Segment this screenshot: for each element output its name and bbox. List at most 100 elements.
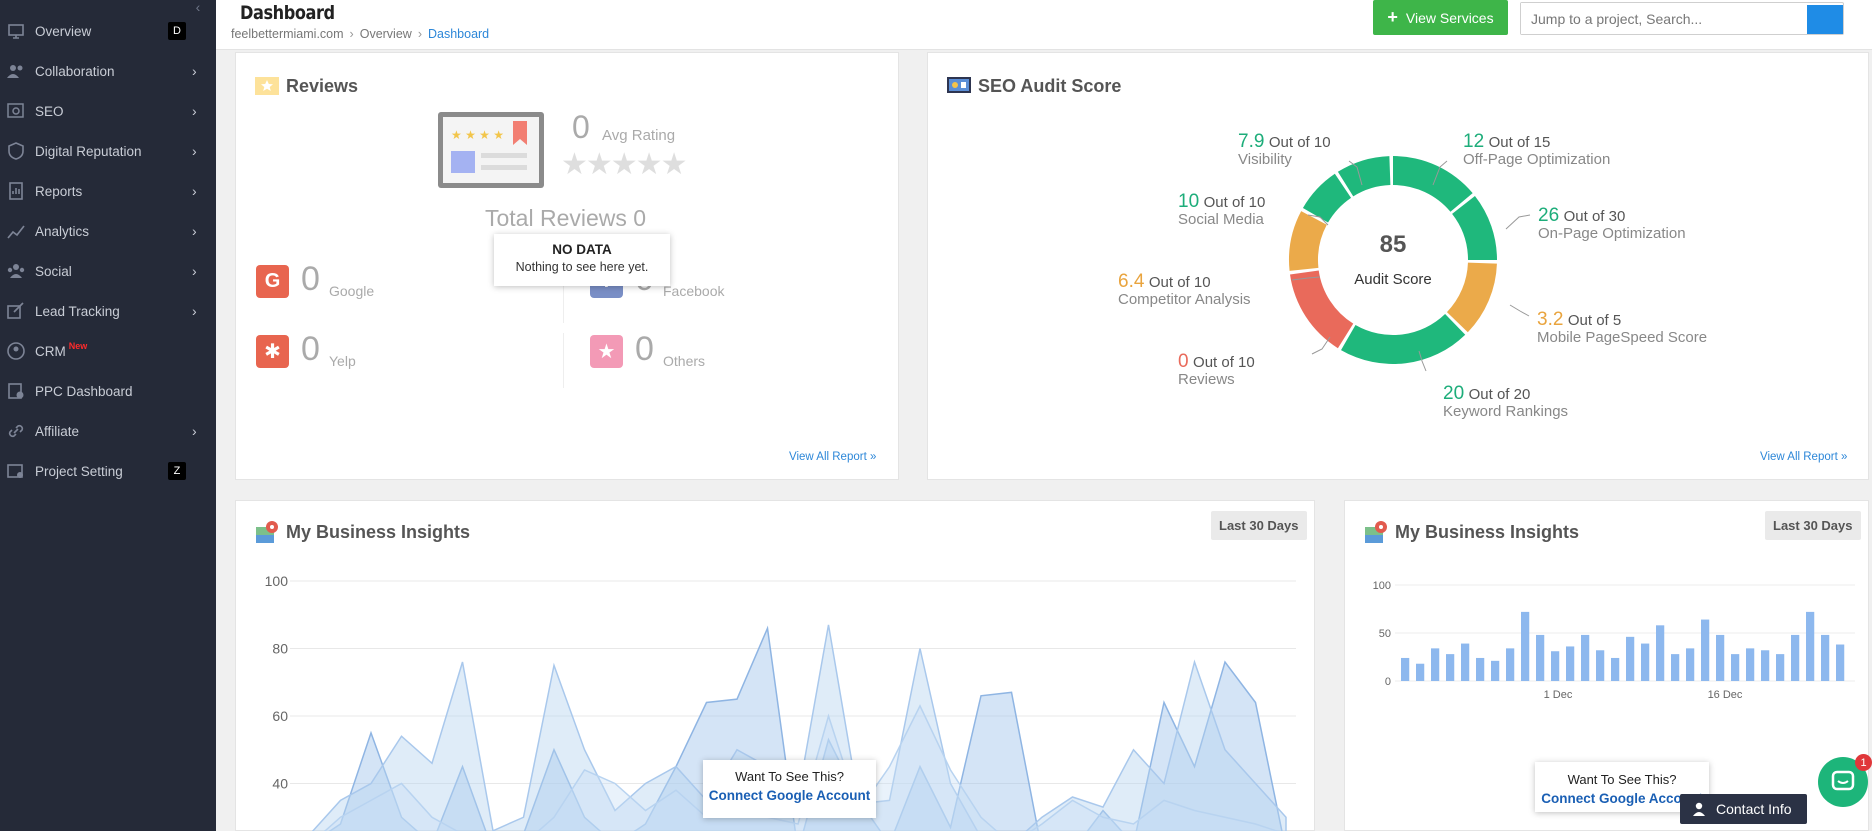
no-data-subtitle: Nothing to see here yet.: [515, 260, 649, 274]
users-icon: [5, 60, 27, 82]
breadcrumb-separator-icon: ›: [417, 27, 422, 41]
bar: [1476, 657, 1485, 681]
reviews-title: Reviews: [254, 73, 358, 99]
chevron-right-icon: ›: [192, 143, 197, 159]
sidebar-item-reports[interactable]: Reports ›: [0, 172, 216, 210]
bar: [1446, 654, 1455, 681]
bar: [1641, 643, 1650, 681]
donut-segment: [1337, 156, 1391, 197]
seo-metric-value: 7.9: [1238, 131, 1265, 152]
sidebar-item-seo[interactable]: SEO ›: [0, 92, 216, 130]
sidebar-item-affiliate[interactable]: Affiliate ›: [0, 412, 216, 450]
sidebar-item-label: Social: [35, 263, 72, 279]
seo-metric-value: 3.2: [1537, 309, 1564, 330]
yelp-label: Yelp: [329, 353, 356, 369]
sidebar-item-collaboration[interactable]: Collaboration ›: [0, 52, 216, 90]
insights-card-left: My Business Insights Last 30 Days 100 80 6…: [235, 500, 1315, 831]
yelp-icon: ✱: [256, 335, 289, 368]
bar: [1596, 650, 1605, 681]
view-services-label: View Services: [1405, 9, 1494, 26]
bar: [1491, 660, 1500, 681]
seo-metric-name: Visibility: [1238, 151, 1292, 168]
analytics-icon: [5, 220, 27, 242]
sidebar-item-ppc-dashboard[interactable]: PPC Dashboard: [0, 372, 216, 410]
seo-metric-value: 26: [1538, 205, 1560, 226]
bar: [1566, 646, 1575, 681]
seo-metric-value: 6.4: [1118, 271, 1145, 292]
seo-metric-competitor-analysis: 6.4 Out of 10 Competitor Analysis: [1118, 271, 1251, 308]
bar: [1581, 634, 1590, 681]
star-flag-icon: [255, 77, 279, 95]
bar: [1551, 651, 1560, 681]
page-title: Dashboard: [240, 2, 335, 24]
seo-metric-value: 12: [1463, 131, 1485, 152]
seo-metric-outof: Out of 10: [1268, 134, 1331, 151]
bar: [1611, 657, 1620, 681]
breadcrumb: feelbettermiami.com › Overview › Dashboa…: [231, 27, 489, 41]
bar: [1536, 634, 1545, 681]
audit-score-donut: [1289, 156, 1497, 364]
sidebar-item-label: Reports: [35, 183, 83, 199]
donut-segment: [1446, 262, 1497, 333]
crm-icon: [5, 340, 27, 362]
donut-segment: [1289, 211, 1327, 271]
sidebar-item-label: PPC Dashboard: [35, 383, 133, 399]
sidebar-item-social[interactable]: Social ›: [0, 252, 216, 290]
y-tick-label: 0: [1385, 676, 1391, 688]
y-tick-label: 100: [265, 573, 289, 589]
sidebar: ‹ Overview D Collaboration › SEO › Digital Rep…: [0, 0, 216, 831]
breadcrumb-overview[interactable]: Overview: [359, 27, 412, 41]
chevron-right-icon: ›: [192, 263, 197, 279]
svg-text:★ ★ ★ ★: ★ ★ ★ ★: [451, 128, 504, 142]
sidebar-item-project-setting[interactable]: Project Setting Z: [0, 452, 216, 490]
y-tick-label: 40: [272, 776, 288, 792]
collapse-arrow-icon[interactable]: ‹: [195, 0, 201, 15]
range-selector-left[interactable]: Last 30 Days: [1211, 511, 1307, 540]
connect-google-link-right[interactable]: Connect Google Account: [1541, 791, 1703, 806]
seo-metric-on-page-optimization: 26 Out of 30 On-Page Optimization: [1538, 205, 1686, 242]
audit-score-value: 85: [1379, 231, 1407, 258]
shield-icon: [5, 140, 27, 162]
facebook-label: Facebook: [663, 283, 725, 299]
sidebar-item-label: Overview: [35, 23, 92, 39]
y-tick-label: 60: [272, 708, 288, 724]
contact-info-button[interactable]: Contact Info: [1680, 794, 1807, 824]
lead-icon: [5, 300, 27, 322]
seo-monitor-icon: [947, 77, 971, 93]
others-icon: ★: [590, 335, 623, 368]
sidebar-item-overview[interactable]: Overview D: [0, 12, 216, 50]
y-tick-label: 100: [1373, 580, 1391, 592]
bar: [1746, 648, 1755, 681]
chevron-right-icon: ›: [192, 303, 197, 319]
top-header: Dashboard feelbettermiami.com › Overview…: [216, 0, 1872, 50]
seo-metric-value: 0: [1178, 351, 1189, 372]
divider: [563, 333, 564, 388]
reviews-view-all-link[interactable]: View All Report »: [789, 451, 877, 463]
bar: [1806, 611, 1815, 681]
range-selector-right[interactable]: Last 30 Days: [1765, 511, 1861, 540]
bar: [1776, 654, 1785, 681]
seo-metric-name: Competitor Analysis: [1118, 291, 1251, 308]
connect-google-link-left[interactable]: Connect Google Account: [708, 788, 871, 803]
seo-view-all-link[interactable]: View All Report »: [1760, 451, 1848, 463]
seo-leader-lines: [1291, 160, 1531, 372]
contact-info-label: Contact Info: [1716, 801, 1792, 817]
sidebar-item-digital-reputation[interactable]: Digital Reputation ›: [0, 132, 216, 170]
sidebar-item-lead-tracking[interactable]: Lead Tracking ›: [0, 292, 216, 330]
bar: [1431, 648, 1440, 681]
connect-prompt-left: Want To See This? Connect Google Account: [703, 760, 876, 818]
bar: [1521, 611, 1530, 681]
donut-segment: [1393, 156, 1473, 212]
bar: [1731, 654, 1740, 681]
sidebar-item-analytics[interactable]: Analytics ›: [0, 212, 216, 250]
search-button[interactable]: [1807, 5, 1843, 34]
breadcrumb-site[interactable]: feelbettermiami.com: [231, 27, 344, 41]
sidebar-item-crm[interactable]: CRM New: [0, 332, 216, 370]
search-input[interactable]: [1521, 3, 1811, 34]
google-icon: G: [256, 265, 289, 298]
divider: [563, 273, 564, 323]
chevron-right-icon: ›: [192, 423, 197, 439]
view-services-button[interactable]: + View Services: [1373, 0, 1508, 35]
seo-metric-outof: Out of 10: [1203, 194, 1266, 211]
sidebar-item-label: SEO: [35, 103, 64, 119]
